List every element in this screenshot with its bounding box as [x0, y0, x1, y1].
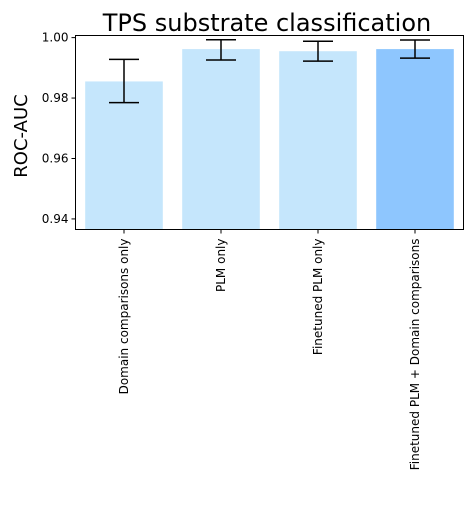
- x-tick-label: PLM only: [214, 239, 228, 292]
- y-axis-label: ROC-AUC: [11, 94, 32, 177]
- chart-title: TPS substrate classification: [102, 9, 431, 37]
- bar: [279, 51, 357, 230]
- bars-layer: [85, 49, 454, 230]
- y-tick-label: 1.00: [42, 31, 69, 45]
- error-bars-layer: [109, 38, 430, 104]
- plot-frame: [75, 35, 464, 230]
- y-axis: 0.94 0.96 0.98 1.00: [42, 31, 76, 226]
- y-tick-label: 0.96: [42, 151, 69, 165]
- x-axis: Domain comparisons only PLM only Finetuned…: [117, 229, 422, 471]
- x-tick-label: Finetuned PLM only: [311, 239, 325, 356]
- bar: [376, 49, 454, 230]
- bar: [182, 49, 260, 230]
- bar: [85, 81, 163, 230]
- y-tick-label: 0.98: [42, 91, 69, 105]
- y-tick-label: 0.94: [42, 212, 69, 226]
- x-tick-label: Domain comparisons only: [117, 239, 131, 395]
- x-tick-label: Finetuned PLM + Domain comparisons: [408, 239, 422, 471]
